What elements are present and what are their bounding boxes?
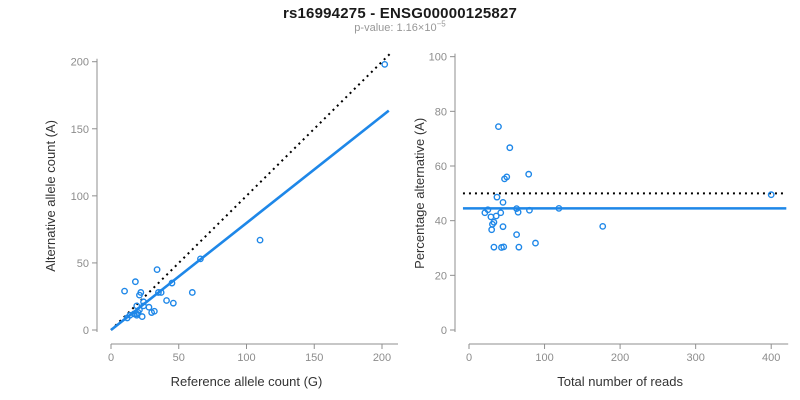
x-axis-title: Total number of reads: [557, 374, 683, 389]
x-tick-label: 100: [535, 352, 553, 364]
data-point: [121, 287, 128, 295]
percentage-vs-reads-scatter: 0 20 40 60 80 100 0 100 200 300 400 Total number of…: [412, 52, 789, 389]
x-tick-label: 0: [466, 352, 472, 364]
x-tick-label: 300: [686, 352, 704, 364]
y-tick-label: 100: [429, 52, 447, 64]
plot-title: rs16994275 - ENSG00000125827: [282, 5, 518, 22]
data-point: [513, 231, 520, 239]
y-tick-label: 20: [435, 270, 447, 282]
data-point: [168, 279, 176, 287]
x-tick-label: 150: [305, 352, 323, 364]
plot-subtitle: p-value: 1.16×10−5: [0, 19, 800, 34]
identity-line: [110, 52, 391, 331]
data-point: [495, 123, 502, 131]
data-point: [506, 144, 514, 152]
data-point: [526, 206, 533, 214]
data-point: [513, 205, 520, 213]
data-point: [487, 213, 495, 221]
data-point: [499, 198, 507, 206]
data-point: [481, 209, 489, 217]
fit-line: [110, 109, 390, 332]
data-point: [163, 297, 170, 304]
y-tick-label: 50: [77, 258, 89, 270]
data-point: [381, 60, 389, 68]
y-tick-label: 60: [435, 161, 447, 173]
data-point: [497, 209, 505, 217]
y-tick-label: 150: [71, 124, 89, 136]
y-tick-label: 0: [441, 325, 447, 337]
data-point: [599, 223, 607, 230]
data-point: [525, 170, 533, 178]
data-point: [136, 291, 143, 299]
data-point: [499, 223, 507, 231]
data-point: [131, 278, 139, 286]
data-point: [138, 313, 146, 320]
data-point: [188, 289, 196, 296]
data-point: [157, 289, 165, 296]
data-point: [155, 289, 162, 296]
data-point: [532, 239, 539, 247]
data-point: [490, 243, 498, 251]
data-point: [767, 191, 775, 199]
x-tick-label: 100: [237, 352, 255, 364]
data-point: [145, 303, 153, 311]
x-tick-label: 400: [762, 352, 780, 364]
data-point: [169, 299, 177, 307]
y-tick-label: 40: [435, 216, 447, 228]
y-tick-label: 100: [71, 191, 89, 203]
x-axis-title: Reference allele count (G): [171, 374, 323, 389]
data-point: [197, 255, 204, 263]
data-point: [493, 193, 501, 201]
data-point: [501, 175, 508, 183]
x-tick-label: 50: [173, 352, 185, 364]
y-axis-title: Percentage alternative (A): [412, 118, 427, 269]
data-point: [140, 298, 147, 306]
x-tick-label: 200: [611, 352, 629, 364]
data-point: [515, 243, 523, 251]
data-point: [123, 314, 131, 322]
pvalue-exponent: −5: [436, 19, 446, 29]
data-point: [153, 266, 161, 274]
allele-count-scatter: 0 50 100 150 200 0 50 100 150 200 Reference allele…: [43, 52, 398, 389]
y-tick-label: 200: [71, 57, 89, 69]
y-axis-title: Alternative allele count (A): [43, 120, 58, 272]
data-point: [150, 307, 158, 315]
data-point: [256, 236, 264, 244]
data-point: [488, 226, 496, 234]
data-point: [492, 212, 500, 220]
data-point: [490, 218, 498, 226]
data-point: [500, 243, 508, 251]
y-tick-label: 0: [83, 325, 89, 337]
x-tick-label: 200: [373, 352, 391, 364]
data-point: [514, 208, 522, 216]
x-tick-label: 0: [108, 352, 114, 364]
data-point: [555, 204, 563, 212]
pvalue-text: p-value: 1.16×10: [354, 22, 437, 34]
y-tick-label: 80: [435, 106, 447, 118]
